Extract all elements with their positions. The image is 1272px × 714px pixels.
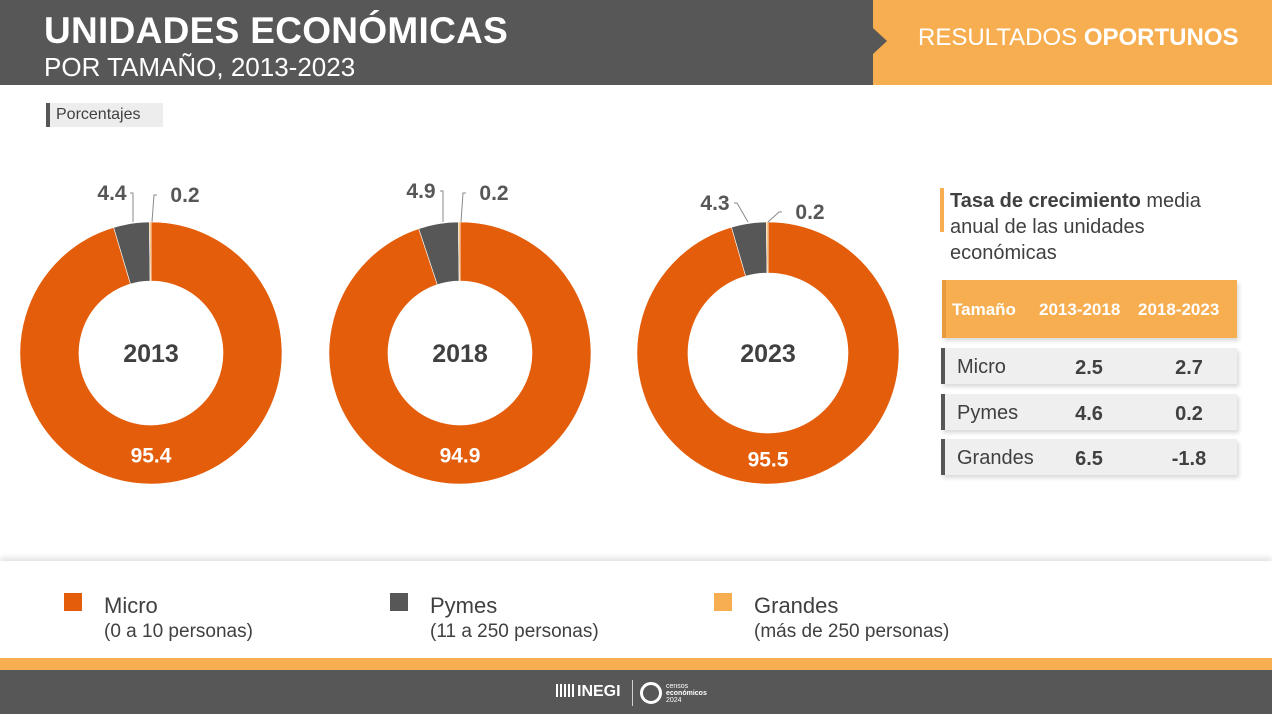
growth-row-name: Micro: [957, 356, 1006, 378]
growth-row-micro: Micro 2.5 2.7: [941, 348, 1237, 384]
growth-row-value-2: -1.8: [1171, 448, 1207, 470]
donut-value-grandes: 0.2: [795, 201, 824, 224]
donut-year-label: 2013: [123, 340, 179, 368]
donut-value-grandes: 0.2: [479, 182, 508, 205]
donut-year-label: 2023: [740, 340, 796, 368]
footer-bar: [0, 670, 1272, 714]
legend-name: Pymes: [430, 593, 498, 618]
censos-logo-text: censos económicos 2024: [666, 683, 707, 704]
donut-slice-micro: [19, 221, 283, 485]
leader-line-grandes: [460, 192, 466, 223]
censos-line-1: censos: [666, 683, 689, 690]
leader-line-pymes: [130, 192, 134, 222]
inegi-mark-icon: [556, 684, 574, 697]
legend-desc: (más de 250 personas): [754, 621, 950, 642]
header-badge-panel: [873, 0, 1272, 85]
censos-line-3: 2024: [666, 697, 682, 704]
growth-row-name: Pymes: [957, 402, 1019, 424]
donut-slice-grandes: [458, 221, 461, 282]
donut-charts: 2013 95.4 4.4 0.2 2018 94.9 4.9 0.2 2023 95.5 4.3 0…: [19, 180, 900, 485]
header-bar: [0, 0, 873, 85]
donut-value-pymes: 4.9: [406, 180, 435, 203]
donut-value-micro: 95.5: [748, 449, 789, 472]
donut-value-pymes: 4.4: [97, 182, 127, 205]
growth-accent-bar: [940, 188, 944, 232]
growth-row-value-2: 0.2: [1175, 403, 1203, 425]
growth-row-value-1: 2.5: [1075, 357, 1103, 379]
footer-separator: [632, 680, 633, 706]
donut-value-grandes: 0.2: [170, 184, 199, 207]
header-arrow-icon: [873, 28, 887, 54]
donut-slice-grandes: [766, 221, 769, 274]
growth-row-pymes: Pymes 4.6 0.2: [941, 394, 1237, 430]
growth-title-bold: Tasa de crecimiento: [950, 190, 1141, 212]
page-subtitle: POR TAMAÑO, 2013-2023: [44, 52, 356, 82]
growth-header-period-1: 2013-2018: [1039, 300, 1121, 319]
censos-line-2: económicos: [666, 690, 707, 697]
legend-name: Micro: [104, 593, 158, 618]
donut-slice-grandes: [149, 221, 152, 282]
growth-row-value-1: 4.6: [1075, 403, 1103, 425]
legend-swatch-grandes: [714, 593, 732, 611]
leader-line-pymes: [734, 202, 749, 223]
donut-slice-micro: [328, 221, 592, 485]
inegi-logo-text: INEGI: [577, 683, 621, 700]
donut-slice-micro: [636, 221, 900, 485]
legend-swatch-pymes: [390, 593, 408, 611]
leader-line-grandes: [767, 211, 782, 223]
growth-header-period-2: 2018-2023: [1138, 300, 1220, 319]
legend-swatch-micro: [64, 593, 82, 611]
page-title: UNIDADES ECONÓMICAS: [44, 10, 509, 51]
growth-row-grandes: Grandes 6.5 -1.8: [941, 439, 1237, 475]
donut-value-micro: 94.9: [440, 445, 481, 468]
legend-name: Grandes: [754, 593, 839, 618]
results-badge-bold: OPORTUNOS: [1083, 24, 1239, 51]
leader-line-grandes: [151, 194, 157, 223]
donut-value-micro: 95.4: [131, 445, 172, 468]
growth-table-header: Tamaño 2013-2018 2018-2023: [942, 280, 1237, 338]
censos-logo-icon: [640, 682, 662, 704]
results-badge-regular: RESULTADOS: [918, 24, 1084, 51]
legend-desc: (11 a 250 personas): [430, 621, 599, 642]
results-badge: RESULTADOS OPORTUNOS: [918, 24, 1239, 52]
donut-year-label: 2018: [432, 340, 488, 368]
footer-stripe: [0, 658, 1272, 670]
leader-line-pymes: [440, 190, 444, 222]
inegi-logo: INEGI: [556, 683, 621, 701]
growth-title-rest: media anual de las unidades económicas: [950, 190, 1201, 264]
growth-title: Tasa de crecimiento media anual de las u…: [950, 188, 1250, 266]
legend-desc: (0 a 10 personas): [104, 621, 253, 642]
growth-header-size: Tamaño: [952, 300, 1016, 319]
growth-row-value-2: 2.7: [1175, 357, 1203, 379]
growth-row-value-1: 6.5: [1075, 448, 1103, 470]
donut-value-pymes: 4.3: [700, 192, 729, 215]
unit-label: Porcentajes: [46, 103, 163, 127]
legend-band: [0, 561, 1272, 658]
growth-row-name: Grandes: [957, 447, 1034, 469]
